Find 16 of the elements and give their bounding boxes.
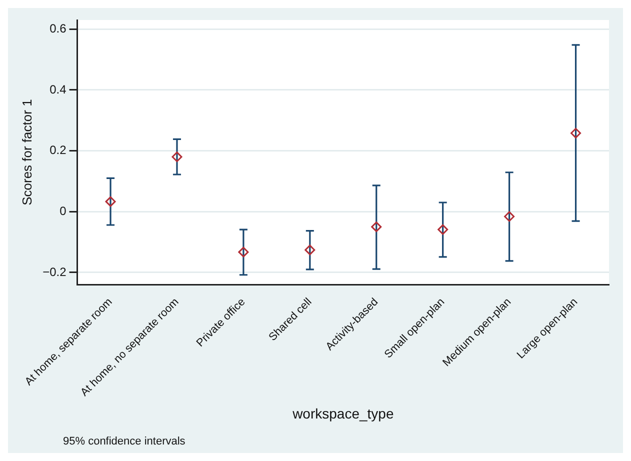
text: 95% confidence intervals — [63, 436, 186, 448]
y-tick-label: 0 — [60, 204, 67, 218]
point — [238, 246, 249, 258]
x-axis-title: workspace_type — [292, 405, 394, 422]
point — [438, 224, 448, 235]
point — [371, 222, 382, 232]
y-tick-label: 0.4 — [50, 82, 67, 96]
y-tick-label: 0.6 — [50, 21, 67, 36]
y-tick-label: 0.2 — [50, 143, 67, 158]
point — [304, 244, 316, 256]
point — [570, 128, 582, 138]
point — [105, 196, 116, 207]
point — [504, 211, 515, 222]
y-axis-title: Scores for factor 1 — [19, 99, 34, 206]
y-tick-label: −0.2 — [42, 264, 67, 279]
point — [172, 152, 182, 162]
